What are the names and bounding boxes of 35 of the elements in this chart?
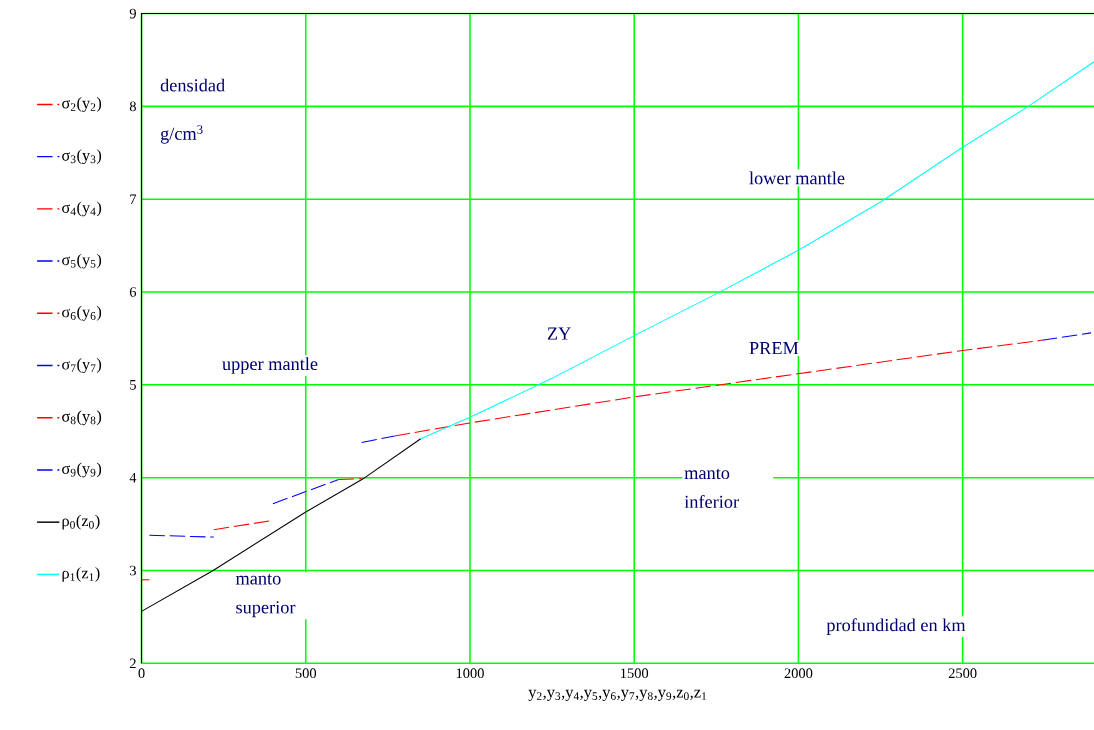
annotation: profundidad en km <box>826 618 966 635</box>
y-tick-label: 9 <box>129 8 136 19</box>
x-tick-label: 2500 <box>948 668 977 679</box>
y-tick-label: 8 <box>129 101 136 112</box>
legend-label: σ$_{9}$(y$_{9}$) <box>62 462 102 478</box>
y-tick-label: 7 <box>130 194 137 204</box>
x-tick-label: 500 <box>295 668 317 679</box>
legend-label: ρ$_{0}$(z$_{0}$) <box>62 514 100 530</box>
legend-label: σ$_{8}$(y$_{8}$) <box>62 410 102 426</box>
legend-label: σ$_{2}$(y$_{2}$) <box>62 96 102 112</box>
legend-label: σ$_{6}$(y$_{6}$) <box>62 305 102 321</box>
legend-label: ρ$_{1}$(z$_{1}$) <box>62 566 100 582</box>
y-tick-label: 3 <box>129 565 136 576</box>
annotation: lower mantle <box>749 171 845 185</box>
legend-label: σ$_{7}$(y$_{7}$) <box>62 358 102 373</box>
annotation: densidad <box>160 78 225 92</box>
text: y$_{2}$,y$_{3}$,y$_{4}$,y$_{5}$,y$_{6}$,y$_{7}$,y$_{8}$,y$_{9}$,z$_{0}$,z$_{1}$ <box>528 689 707 701</box>
x-tick-label: 1000 <box>456 668 484 679</box>
y-tick-label: 5 <box>130 380 136 390</box>
y-tick-label: 4 <box>129 472 137 483</box>
annotation: PREM <box>749 342 799 355</box>
legend-label: σ$_{4}$(y$_{4}$) <box>62 201 102 217</box>
legend-label: σ$_{5}$(y$_{5}$) <box>62 253 102 269</box>
y-tick-label: 2 <box>129 658 136 669</box>
annotation: upper mantle <box>222 357 318 374</box>
annotation: g/cm$^{3}$ <box>160 125 203 144</box>
annotation: manto inferior <box>684 468 739 508</box>
x-tick-label: 2000 <box>784 668 813 679</box>
y-tick-label: 6 <box>129 287 137 297</box>
x-tick-label: 0 <box>138 668 145 679</box>
line-series <box>420 61 1094 440</box>
annotation: ZY <box>547 327 571 340</box>
legend-label: σ$_{3}$(y$_{3}$) <box>62 149 102 165</box>
annotation: manto superior <box>235 574 296 618</box>
x-tick-label: 1500 <box>621 668 649 679</box>
